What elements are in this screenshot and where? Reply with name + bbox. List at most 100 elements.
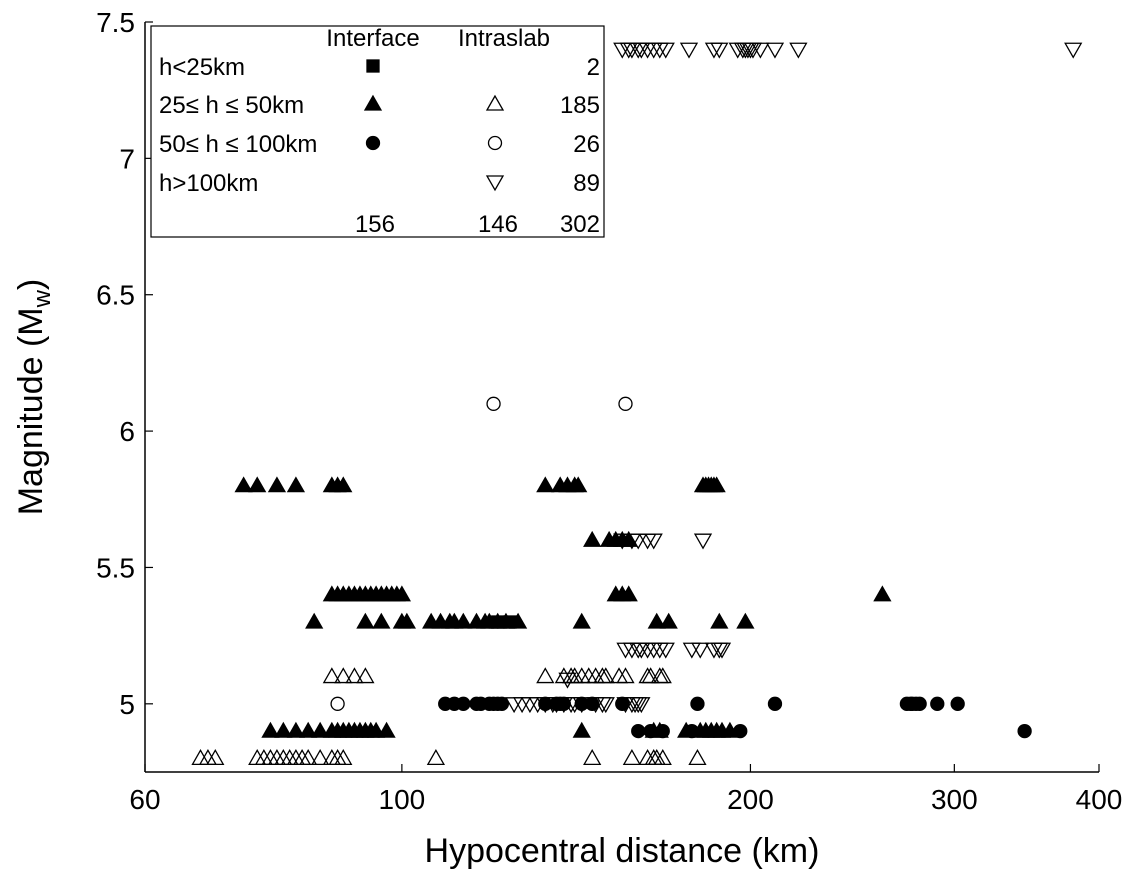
open-triangle-up-marker — [688, 749, 707, 766]
filled-triangle-up-marker — [261, 721, 280, 738]
open-triangle-up-marker — [485, 94, 505, 111]
open-triangle-up-marker — [322, 667, 341, 684]
legend-row-count: 185 — [560, 92, 600, 119]
filled-triangle-up-marker — [286, 721, 306, 738]
filled-triangle-up-marker — [569, 476, 588, 493]
legend-row-label: h<25km — [159, 54, 245, 81]
filled-square-marker — [491, 615, 505, 629]
open-triangle-up-marker — [622, 749, 642, 766]
filled-circle-marker — [456, 696, 471, 711]
open-triangle-down-marker — [629, 533, 648, 550]
y-axis-label-end: ) — [12, 279, 50, 290]
open-triangle-down-marker — [704, 42, 724, 59]
filled-triangle-up-marker — [536, 476, 555, 493]
open-triangle-down-marker — [704, 642, 724, 659]
filled-triangle-up-marker — [710, 612, 729, 629]
y-axis-label-main: Magnitude (M — [12, 307, 50, 515]
x-axis-label: Hypocentral distance (km) — [425, 832, 820, 870]
open-triangle-down-marker — [682, 642, 701, 659]
open-triangle-down-marker — [693, 533, 713, 550]
open-triangle-up-marker — [426, 749, 446, 766]
open-triangle-down-marker — [656, 642, 675, 659]
filled-triangle-up-marker — [267, 476, 287, 493]
open-triangle-up-marker — [356, 667, 375, 684]
open-triangle-down-marker — [751, 42, 770, 59]
filled-triangle-up-marker — [392, 585, 411, 602]
filled-circle-marker — [643, 723, 658, 739]
filled-triangle-up-marker — [234, 476, 253, 493]
filled-circle-marker — [365, 135, 381, 151]
filled-circle-marker — [912, 696, 927, 711]
open-circle-marker — [486, 396, 501, 411]
filled-triangle-up-marker — [311, 721, 330, 738]
open-triangle-down-marker — [632, 697, 651, 714]
open-triangle-up-marker — [206, 749, 225, 766]
filled-circle-marker — [690, 696, 705, 711]
x-tick-label: 100 — [379, 784, 426, 815]
y-axis-label: Magnitude (Mw) — [12, 279, 56, 516]
filled-triangle-up-marker — [274, 721, 293, 738]
y-tick-label: 6 — [119, 416, 135, 447]
x-tick-label: 400 — [1076, 784, 1123, 815]
filled-triangle-up-marker — [334, 476, 353, 493]
filled-triangle-up-marker — [286, 476, 306, 493]
filled-triangle-up-marker — [454, 612, 473, 629]
open-circle-marker — [330, 696, 345, 711]
open-triangle-up-marker — [311, 749, 330, 766]
filled-triangle-up-marker — [397, 612, 417, 629]
y-axis-ticks: 5 5.5 6 6.5 7 7.5 — [96, 7, 153, 720]
filled-triangle-up-marker — [299, 721, 318, 738]
filled-triangle-up-marker — [248, 476, 267, 493]
filled-circle-marker — [655, 723, 670, 739]
filled-triangle-up-marker — [619, 585, 638, 602]
open-triangle-up-marker — [583, 749, 602, 766]
filled-circle-marker — [767, 696, 783, 711]
open-circle-marker — [487, 135, 503, 151]
open-triangle-down-marker — [691, 642, 710, 659]
y-tick-label: 5.5 — [96, 552, 135, 583]
open-triangle-down-marker — [572, 697, 591, 714]
open-triangle-up-marker — [536, 667, 555, 684]
filled-circle-marker — [684, 723, 699, 739]
legend-row-label: 25≤ h ≤ 50km — [159, 92, 304, 119]
filled-triangle-up-marker — [707, 476, 726, 493]
legend-markers — [363, 59, 505, 192]
legend-total-interface: 156 — [355, 211, 395, 238]
open-triangle-up-marker — [345, 667, 364, 684]
open-triangle-up-marker — [328, 749, 347, 766]
filled-circle-marker — [930, 696, 945, 711]
legend-total-intraslab: 146 — [478, 211, 518, 238]
filled-square-marker — [366, 59, 380, 73]
open-triangle-down-marker — [644, 533, 663, 550]
open-triangle-up-marker — [616, 667, 635, 684]
filled-triangle-up-marker — [659, 612, 678, 629]
y-tick-label: 5 — [119, 689, 135, 720]
filled-circle-marker — [585, 696, 600, 711]
open-triangle-down-marker — [710, 42, 729, 59]
legend-row-count: 2 — [587, 54, 600, 81]
filled-circle-marker — [950, 696, 965, 711]
filled-triangle-up-marker — [377, 721, 396, 738]
filled-triangle-up-marker — [647, 612, 666, 629]
open-triangle-down-marker — [520, 697, 540, 714]
legend-row-count: 26 — [573, 131, 600, 158]
legend-total-all: 302 — [560, 211, 600, 238]
open-circle-marker — [618, 396, 633, 411]
legend-row-label: 50≤ h ≤ 100km — [159, 131, 317, 158]
open-triangle-down-marker — [613, 533, 632, 550]
data-points — [191, 42, 1083, 766]
y-tick-label: 6.5 — [96, 280, 135, 311]
x-tick-label: 60 — [129, 784, 160, 815]
filled-triangle-up-marker — [736, 612, 755, 629]
open-triangle-down-marker — [596, 697, 615, 714]
filled-triangle-up-marker — [356, 612, 375, 629]
legend: Interface Intraslab h<25km 2 25≤ h ≤ 50k… — [150, 25, 605, 238]
filled-triangle-up-marker — [583, 530, 602, 547]
filled-triangle-up-marker — [572, 612, 591, 629]
x-axis-ticks: 60 100 200 300 400 — [129, 764, 1122, 815]
open-triangle-up-marker — [653, 749, 672, 766]
filled-circle-marker — [494, 696, 510, 711]
y-axis-label-subscript: w — [29, 289, 56, 308]
open-triangle-down-marker — [712, 642, 732, 659]
